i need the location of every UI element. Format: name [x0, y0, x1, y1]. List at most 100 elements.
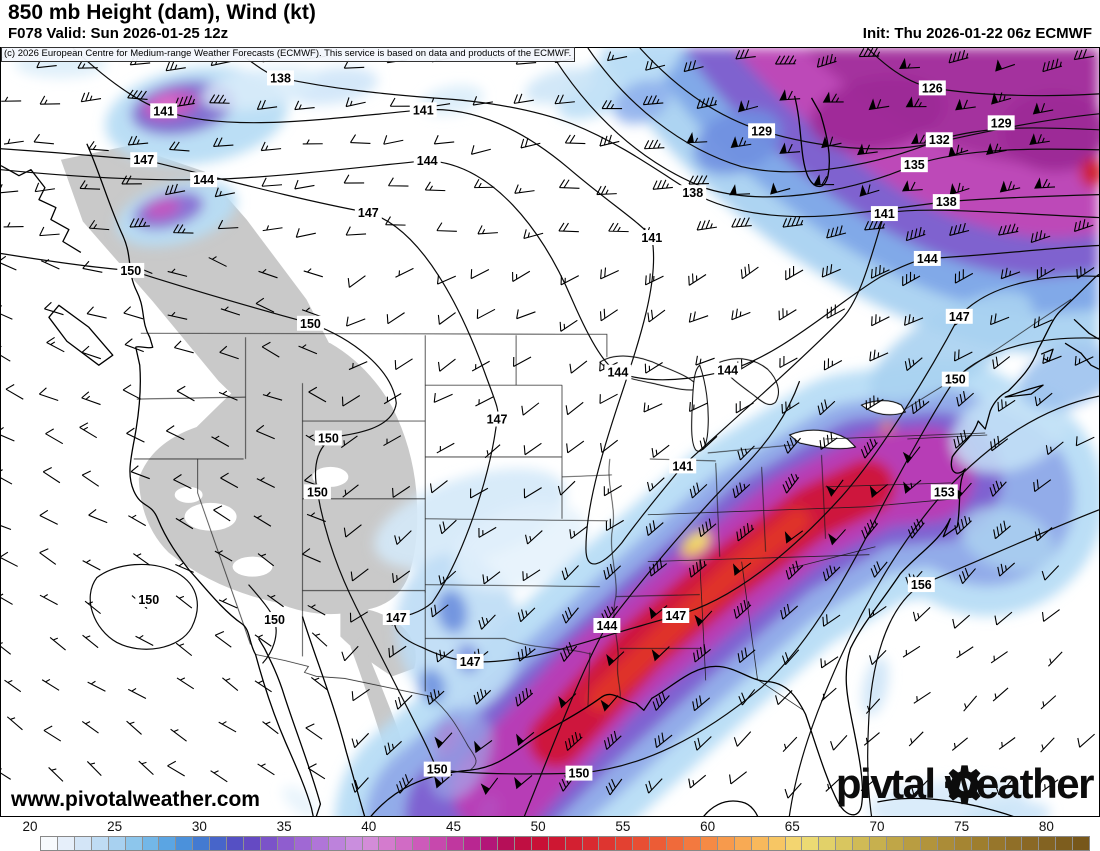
colorbar-cell [244, 837, 261, 850]
colorbar-legend: 20 25 30 35 40 45 50 55 60 65 70 75 80 [0, 817, 1100, 851]
colorbar-cell [650, 837, 668, 850]
init-time-label: Init: Thu 2026-01-22 06z ECMWF [862, 25, 1092, 42]
svg-text:150: 150 [120, 264, 141, 278]
colorbar-tick-label: 35 [276, 819, 292, 834]
svg-text:150: 150 [264, 613, 285, 627]
colorbar-cell [1039, 837, 1057, 850]
colorbar-tick-label: 45 [445, 819, 462, 834]
svg-text:135: 135 [904, 158, 925, 172]
svg-text:147: 147 [358, 206, 379, 220]
svg-text:147: 147 [949, 310, 970, 324]
logo-text-left: piv [835, 760, 894, 807]
colorbar-tick-label: 60 [700, 819, 716, 834]
colorbar-cell [311, 837, 329, 850]
svg-text:138: 138 [682, 186, 703, 200]
svg-text:141: 141 [672, 459, 693, 473]
colorbar-cell [345, 837, 363, 850]
logo-text-right: tal weather [890, 760, 1094, 807]
colorbar-cell [887, 837, 905, 850]
colorbar-cell [294, 837, 312, 850]
colorbar-cell [565, 837, 583, 850]
colorbar-cell [531, 837, 549, 850]
svg-text:144: 144 [917, 252, 938, 266]
colorbar-tick-label: 20 [22, 819, 38, 834]
colorbar-tick-label: 80 [1038, 819, 1054, 834]
valid-time-label: F078 Valid: Sun 2026-01-25 12z [8, 25, 229, 42]
colorbar-cell [497, 837, 515, 850]
colorbar-tick-label: 40 [361, 819, 377, 834]
colorbar-cell [396, 837, 414, 850]
svg-text:141: 141 [153, 104, 174, 118]
colorbar-cell [379, 837, 397, 850]
svg-text:153: 153 [934, 485, 955, 499]
svg-text:132: 132 [929, 133, 950, 147]
colorbar-cell [464, 837, 481, 850]
colorbar-cell [734, 837, 752, 850]
colorbar-cell [717, 837, 735, 850]
wind-barbs [1, 48, 1095, 799]
colorbar-cell [904, 837, 921, 850]
svg-text:147: 147 [487, 413, 508, 427]
colorbar-cell [988, 837, 1006, 850]
colorbar-cell [684, 837, 701, 850]
colorbar-cell [413, 837, 431, 850]
colorbar-cell [328, 837, 346, 850]
svg-text:150: 150 [138, 593, 159, 607]
coastlines [1, 95, 1099, 816]
svg-text:144: 144 [417, 154, 438, 168]
colorbar-cell [362, 837, 380, 850]
colorbar-cell [853, 837, 871, 850]
colorbar-cell [870, 837, 888, 850]
svg-text:150: 150 [569, 767, 590, 781]
colorbar-cell [751, 837, 769, 850]
wind-speed-shading [14, 48, 1099, 816]
svg-text:144: 144 [596, 619, 617, 633]
pivotal-weather-logo: piv tal weather [835, 760, 1095, 808]
colorbar-tick-label: 25 [107, 819, 123, 834]
colorbar-cell [802, 837, 820, 850]
svg-text:147: 147 [665, 609, 686, 623]
svg-text:141: 141 [641, 231, 662, 245]
colorbar-cell [920, 837, 938, 850]
colorbar-cell [582, 837, 600, 850]
colorbar-cell [633, 837, 651, 850]
svg-text:144: 144 [717, 364, 738, 378]
colorbar-cell [836, 837, 854, 850]
page-title: 850 mb Height (dam), Wind (kt) [8, 1, 316, 24]
colorbar-cell [176, 837, 194, 850]
colorbar-cell [74, 837, 92, 850]
svg-text:150: 150 [427, 763, 448, 777]
colorbar [40, 836, 1090, 851]
colorbar-cell [599, 837, 617, 850]
colorbar-cell [514, 837, 532, 850]
svg-text:144: 144 [193, 173, 214, 187]
svg-text:147: 147 [386, 611, 407, 625]
colorbar-cell [227, 837, 245, 850]
colorbar-tick-label: 50 [530, 819, 546, 834]
colorbar-cell [785, 837, 803, 850]
svg-text:156: 156 [911, 578, 932, 592]
svg-text:129: 129 [991, 116, 1012, 130]
colorbar-cell [1005, 837, 1023, 850]
colorbar-cell [142, 837, 160, 850]
colorbar-cell [91, 837, 109, 850]
copyright-note: (c) 2026 European Centre for Medium-rang… [1, 47, 576, 62]
svg-text:141: 141 [874, 207, 895, 221]
colorbar-cell [108, 837, 126, 850]
colorbar-cell [210, 837, 228, 850]
colorbar-cell [277, 837, 295, 850]
colorbar-tick-label: 55 [615, 819, 631, 834]
state-borders [133, 299, 1072, 771]
contour-labels: 126 129 129 132 135 138 138 138 141 141 141 141 141 1… [117, 70, 1015, 781]
svg-text:141: 141 [413, 103, 434, 117]
colorbar-cell [159, 837, 177, 850]
colorbar-cell [768, 837, 786, 850]
watermark-link[interactable]: www.pivotalweather.com [11, 788, 260, 811]
colorbar-cell [1022, 837, 1040, 850]
svg-text:129: 129 [751, 124, 772, 138]
colorbar-cell [819, 837, 837, 850]
header: 850 mb Height (dam), Wind (kt) F078 Vali… [0, 0, 1100, 47]
colorbar-cell [260, 837, 278, 850]
colorbar-cell [971, 837, 989, 850]
colorbar-cell [430, 837, 448, 850]
